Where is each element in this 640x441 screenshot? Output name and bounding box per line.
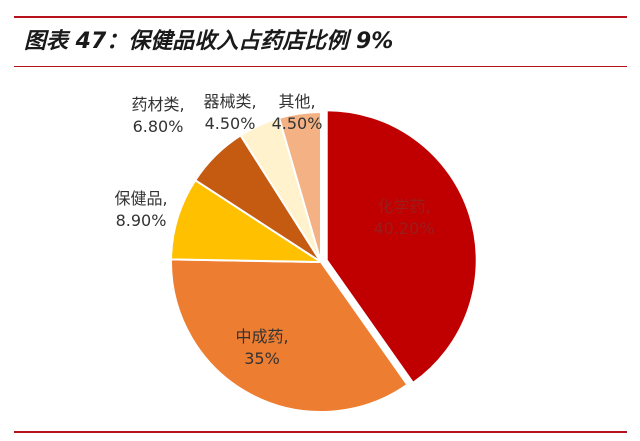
slice-label-3: 保健品, 8.90% — [114, 189, 167, 230]
pie-slice-1 — [325, 109, 478, 384]
slice-label-2: 中成药, 35% — [235, 327, 288, 368]
slice-label-6: 其他, 4.50% — [272, 92, 323, 133]
title-divider — [14, 66, 627, 67]
pie-slice-2 — [170, 258, 409, 413]
bottom-rule — [14, 431, 627, 433]
top-rule — [14, 16, 627, 18]
pie-slice-3 — [170, 179, 322, 263]
chart-title: 图表 47：保健品收入占药店比例 9% — [24, 29, 394, 54]
pie-slice-6 — [278, 111, 322, 263]
slice-label-4: 药材类, 6.80% — [131, 95, 184, 136]
slice-label-5: 器械类, 4.50% — [203, 92, 256, 133]
slice-label-1: 化学药, 40.20% — [373, 197, 434, 238]
